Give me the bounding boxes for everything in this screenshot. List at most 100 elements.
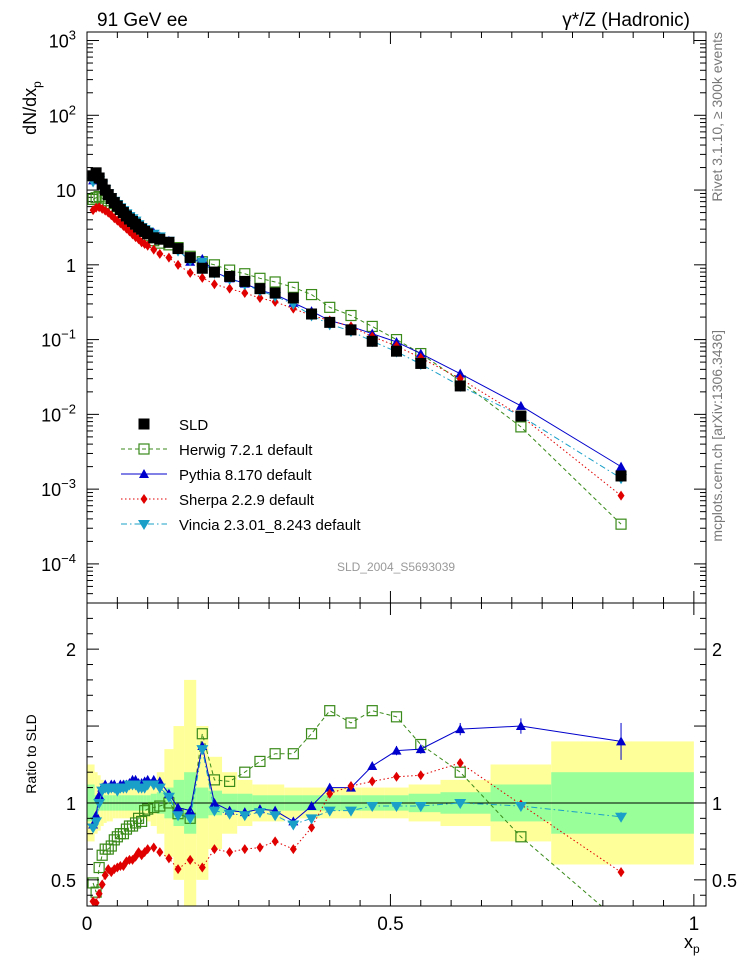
data-point <box>142 228 154 240</box>
ratio-point <box>91 810 102 820</box>
data-point <box>96 178 108 190</box>
ratio-point <box>287 820 300 831</box>
data-point <box>615 518 627 530</box>
ratio-point <box>454 798 467 809</box>
data-point <box>269 276 281 288</box>
y-tick-label: 10 <box>56 181 76 201</box>
ratio-point <box>271 836 279 847</box>
ratio-point <box>417 770 425 781</box>
ratio-point <box>344 806 357 817</box>
ratio-point <box>615 812 628 823</box>
side-text-bottom: mcplots.cern.ch [arXiv:1306.3436] <box>709 330 725 542</box>
ratio-series-2 <box>89 757 625 906</box>
ratio-point <box>345 717 357 729</box>
data-point <box>156 248 164 259</box>
ratio-point <box>108 834 120 846</box>
ratio-point <box>209 797 220 807</box>
data-point <box>184 252 196 264</box>
ratio-ylabel: Ratio to SLD <box>23 714 39 793</box>
data-point <box>345 324 357 336</box>
ratio-point <box>223 809 236 820</box>
data-point <box>515 400 526 410</box>
ratio-point <box>98 879 106 890</box>
ratio-point <box>184 814 197 825</box>
ratio-point <box>347 781 355 792</box>
data-point <box>391 345 402 357</box>
ratio-point <box>148 801 160 814</box>
ratio-point <box>390 802 403 813</box>
main-plot-area: 10−4 10−3 10−2 10−1 1 10 102 103 <box>41 28 707 604</box>
data-point <box>254 283 266 295</box>
ratio-point <box>208 806 221 817</box>
legend-label: Vincia 2.3.01_8.243 default <box>179 517 361 534</box>
y-tick-label: 10−4 <box>41 551 76 575</box>
y-tick-label: 103 <box>49 28 76 52</box>
ratio-point <box>150 842 158 853</box>
ratio-point <box>142 803 154 815</box>
ratio-line <box>92 710 603 906</box>
data-point <box>148 232 160 244</box>
ratio-point <box>238 811 251 822</box>
ratio-point <box>514 802 527 813</box>
ratio-point <box>390 711 403 723</box>
ratio-point <box>256 842 264 853</box>
ratio-point <box>165 853 173 864</box>
ratio-point <box>455 724 466 734</box>
ratio-y-tick-label-right: 0.5 <box>712 871 737 891</box>
ratio-point <box>172 811 185 822</box>
ratio-point <box>515 831 527 843</box>
ratio-point <box>87 877 99 889</box>
data-point <box>324 316 336 328</box>
plot-frame <box>86 602 707 907</box>
data-point <box>515 410 527 422</box>
data-point <box>269 287 281 299</box>
data-point <box>226 283 234 294</box>
data-point <box>154 233 166 245</box>
ratio-point <box>456 757 464 768</box>
ratio-point <box>153 783 166 794</box>
ratio-point <box>366 705 378 717</box>
ratio-point <box>198 862 206 873</box>
ratio-point <box>196 728 208 740</box>
ratio-point <box>156 847 164 858</box>
data-point <box>208 266 220 278</box>
ratio-point <box>186 854 194 865</box>
ratio-point <box>289 844 297 855</box>
legend-marker <box>138 520 150 530</box>
y-tick-label: 102 <box>49 102 76 126</box>
data-point <box>165 252 173 263</box>
ratio-point <box>254 755 266 768</box>
data-point <box>306 308 318 320</box>
data-point <box>87 193 99 205</box>
ratio-point <box>96 849 108 861</box>
ratio-point <box>144 844 152 855</box>
ratio-point <box>305 728 318 740</box>
ratio-point <box>308 822 316 833</box>
ratio-point <box>111 831 123 843</box>
legend-entry: SLD <box>138 417 208 434</box>
legend-label: Pythia 8.170 default <box>179 467 312 484</box>
side-text-top: Rivet 3.1.10, ≥ 300k events <box>709 32 725 202</box>
data-point <box>174 259 182 270</box>
ratio-point <box>393 771 400 782</box>
legend-marker <box>139 469 149 478</box>
ratio-point <box>90 817 103 828</box>
data-point <box>256 293 264 304</box>
legend-marker <box>140 494 148 504</box>
ratio-point <box>241 844 249 855</box>
legend: SLD Herwig 7.2.1 default Pythia 8.170 defa… <box>121 417 361 534</box>
ratio-y-tick-label: 0.5 <box>51 871 76 891</box>
data-point <box>615 470 627 482</box>
data-point <box>455 368 466 378</box>
ratio-point <box>132 812 145 824</box>
ratio-point <box>226 847 234 858</box>
svg-text:dN/dxp: dN/dxp <box>20 81 44 135</box>
ratio-point <box>368 776 376 787</box>
ratio-point <box>287 748 299 760</box>
ratio-point <box>95 888 103 899</box>
ratio-y-tick-label-right: 2 <box>712 640 722 660</box>
ratio-point <box>92 897 100 906</box>
main-ylabel: dN/dxp <box>20 81 44 135</box>
y-tick-label: 10−2 <box>41 401 76 425</box>
